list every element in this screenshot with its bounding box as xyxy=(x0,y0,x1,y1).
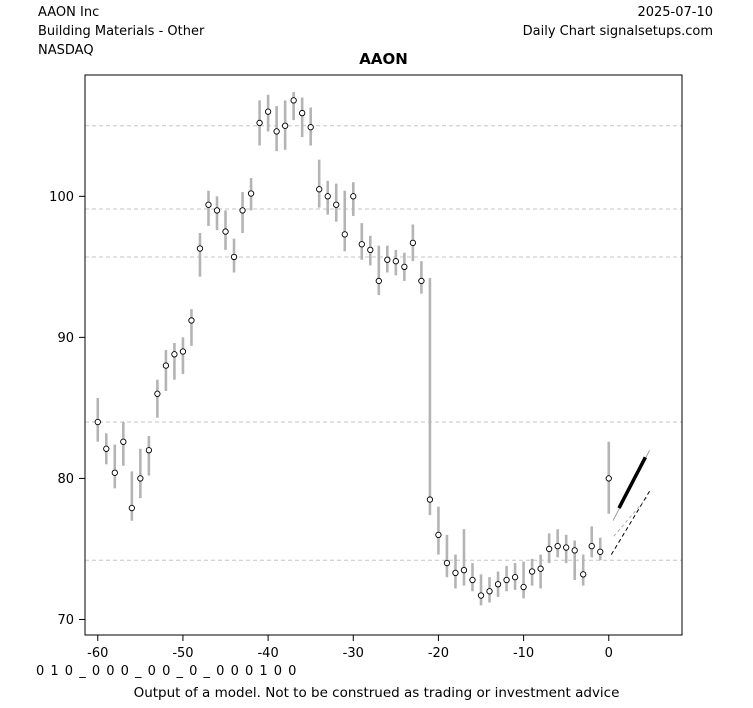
company-name: AAON Inc xyxy=(38,5,100,20)
chart-title: AAON xyxy=(359,50,408,68)
svg-text:-10: -10 xyxy=(513,646,534,661)
svg-text:100: 100 xyxy=(49,190,74,205)
header-left: AAON Inc Building Materials - Other NASD… xyxy=(38,3,204,60)
chart-type-source: Daily Chart signalsetups.com xyxy=(522,24,713,39)
industry-label: Building Materials - Other xyxy=(38,24,205,39)
svg-text:90: 90 xyxy=(57,331,74,346)
svg-text:-40: -40 xyxy=(257,646,278,661)
chart-date: 2025-07-10 xyxy=(637,5,713,20)
svg-text:-30: -30 xyxy=(343,646,364,661)
signal-code: 0 1 0 _ 0 0 0 _ 0 0 _ 0 _ 0 0 0 1 0 0 xyxy=(36,664,298,679)
svg-text:-20: -20 xyxy=(428,646,449,661)
svg-text:-60: -60 xyxy=(87,646,108,661)
header-right: 2025-07-10 Daily Chart signalsetups.com xyxy=(523,3,713,41)
exchange-label: NASDAQ xyxy=(38,43,94,58)
svg-text:0: 0 xyxy=(605,646,613,661)
svg-text:-50: -50 xyxy=(172,646,193,661)
svg-text:80: 80 xyxy=(57,472,74,487)
svg-text:70: 70 xyxy=(57,613,74,628)
disclaimer: Output of a model. Not to be construed a… xyxy=(133,685,620,701)
